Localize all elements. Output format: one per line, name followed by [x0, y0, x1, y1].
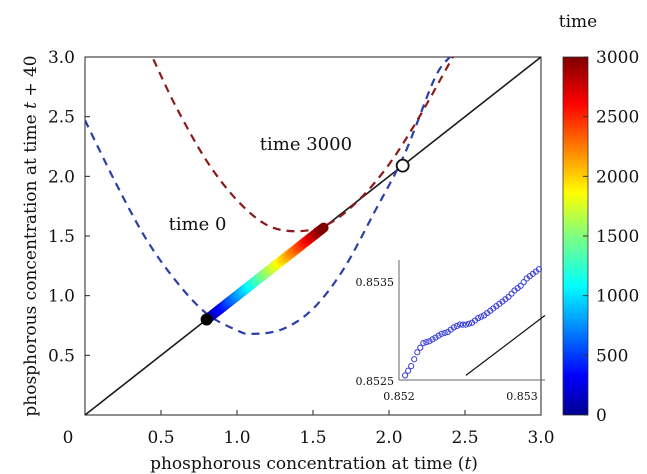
inset-point [465, 320, 473, 327]
inset-point [426, 338, 433, 345]
colorbar-tick-label: 2500 [596, 108, 639, 128]
inset-point [417, 344, 424, 351]
inset-point [411, 356, 418, 363]
y-tick-label: 3.0 [48, 48, 75, 68]
inset-point [435, 332, 442, 339]
inset-identity [465, 314, 546, 376]
inset-point [535, 266, 543, 273]
colorbar-tick-label: 2000 [596, 167, 639, 187]
inset-point [520, 279, 527, 286]
colorbar-ticks: 0 500 1000 1500 2000 2500 3000 [583, 48, 639, 426]
y-tick-label: 1.5 [48, 227, 75, 247]
series-time-3000-curve [152, 57, 454, 233]
inset-point [478, 313, 485, 320]
inset-point [453, 322, 460, 330]
x-tick-label: 3.0 [527, 428, 554, 448]
inset-point [429, 336, 436, 343]
x-tick-label: 1.5 [299, 428, 326, 448]
y-ticks: 0.5 1.0 1.5 2.0 2.5 3.0 [48, 48, 90, 366]
x-tick-label: 2.0 [375, 428, 402, 448]
colorbar-tick-label: 1500 [596, 227, 639, 247]
y-axis-label: phosphorous concentration at time t + 40 [21, 55, 41, 416]
trajectory-segment [316, 222, 329, 235]
main-plot: 0.5 1.0 1.5 2.0 2.5 3.0 0.51.01.52.02.53.0 0 … [48, 48, 555, 448]
inset-point [401, 372, 409, 379]
origin-label: 0 [63, 428, 74, 448]
y-tick-label: 1.0 [48, 287, 75, 307]
trajectory [201, 222, 329, 325]
colorbar-tick-label: 3000 [596, 48, 639, 68]
fixed-points [200, 158, 410, 326]
inset-y-tick-bottom: 0.8525 [356, 375, 395, 388]
inset-point [508, 290, 515, 297]
inset-point [441, 329, 448, 337]
inset-point [459, 321, 466, 328]
inset-plot: 0.8535 0.8525 0.852 0.853 [356, 260, 546, 403]
inset-point [414, 349, 421, 356]
inset-point [405, 367, 412, 374]
inset-point [450, 324, 457, 331]
annotation-time-0: time 0 [169, 214, 227, 235]
inset-point [462, 321, 470, 328]
inset-point [423, 339, 430, 346]
y-tick-label: 2.0 [48, 167, 75, 187]
inset-y-tick-top: 0.8535 [356, 276, 395, 289]
colorbar-tick-label: 1000 [596, 287, 639, 307]
colorbar: time 0 500 1000 1500 2000 2500 3000 [559, 12, 639, 426]
inset-point [408, 363, 415, 370]
x-ticks: 0.5 1.0 1.5 2.0 2.5 3.0 [147, 410, 555, 448]
annotation-time-3000: time 3000 [260, 134, 352, 155]
x-axis-label: phosphorous concentration at time (t) [150, 454, 478, 474]
stable-point [200, 313, 213, 326]
x-tick-label: 2.5 [451, 428, 478, 448]
colorbar-tick-label: 0 [596, 406, 607, 426]
colorbar-tick-label: 500 [596, 346, 628, 366]
inset-point [517, 282, 524, 289]
inset-point [456, 321, 463, 328]
y-tick-label: 2.5 [48, 108, 75, 128]
inset-identity-line [465, 314, 546, 376]
inset-x-tick-right: 0.853 [506, 390, 538, 403]
inset-point [420, 339, 427, 347]
unstable-point [395, 158, 410, 173]
inset-point [474, 315, 482, 322]
inset-points [401, 266, 543, 379]
inset-axes [398, 260, 545, 381]
x-tick-label: 1.0 [223, 428, 250, 448]
y-tick-label: 0.5 [48, 346, 75, 366]
inset-point [438, 330, 445, 337]
x-tick-label: 0.5 [147, 428, 174, 448]
inset-point [432, 334, 439, 341]
series-time-0-curve [85, 57, 451, 336]
inset-point [505, 293, 512, 301]
inset-x-tick-left: 0.852 [383, 390, 415, 403]
colorbar-title: time [559, 12, 597, 32]
